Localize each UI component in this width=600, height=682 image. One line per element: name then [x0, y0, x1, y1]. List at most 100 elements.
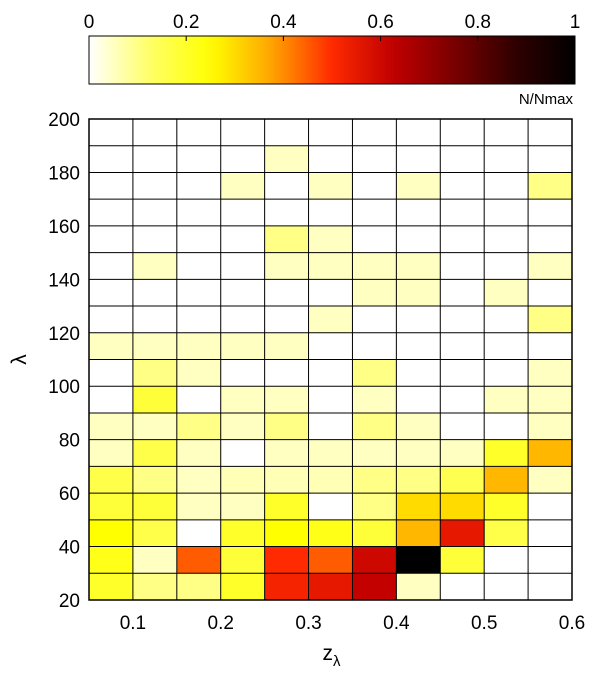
heatmap-cell — [132, 412, 177, 440]
heatmap-cell — [264, 439, 309, 467]
heatmap-cell — [528, 145, 572, 173]
heatmap-cell — [89, 279, 133, 307]
y-tick-label: 200 — [48, 110, 80, 131]
heatmap-cell — [264, 546, 309, 574]
heatmap-cell — [352, 119, 397, 146]
heatmap-cell — [176, 332, 221, 360]
heatmap-cell — [89, 466, 133, 494]
heatmap-cell — [308, 172, 353, 200]
heatmap-cell — [220, 573, 265, 600]
heatmap-cell — [89, 359, 133, 387]
heatmap-cell — [396, 359, 441, 387]
heatmap-cell — [528, 439, 572, 467]
heatmap-cell — [440, 573, 485, 600]
heatmap-cell — [89, 119, 133, 146]
heatmap-cell — [220, 439, 265, 467]
heatmap-cell — [352, 306, 397, 333]
heatmap-cells — [89, 119, 572, 600]
heatmap-cell — [484, 519, 529, 547]
heatmap-cell — [528, 332, 572, 360]
heatmap-cell — [132, 573, 177, 600]
heatmap-cell — [132, 466, 177, 494]
heatmap-cell — [484, 573, 529, 600]
heatmap-cell — [220, 412, 265, 440]
heatmap-cell — [440, 252, 485, 280]
heatmap-cell — [484, 466, 529, 494]
heatmap-cell — [396, 573, 441, 600]
heatmap-cell — [440, 386, 485, 413]
x-tick-label: 0.1 — [120, 613, 146, 634]
heatmap-cell — [220, 359, 265, 387]
heatmap-cell — [352, 199, 397, 226]
y-tick-label: 100 — [48, 377, 80, 398]
heatmap-cell — [132, 519, 177, 547]
heatmap-cell — [264, 466, 309, 494]
colorbar-tick-label: 0.2 — [173, 12, 199, 33]
heatmap-cell — [308, 466, 353, 494]
heatmap-cell — [176, 493, 221, 520]
heatmap-cell — [176, 119, 221, 146]
heatmap-cell — [396, 279, 441, 307]
heatmap-cell — [89, 519, 133, 547]
colorbar-tick-label: 1 — [570, 12, 581, 33]
heatmap-cell — [176, 466, 221, 494]
heatmap-cell — [484, 199, 529, 226]
x-axis-ticks: 0.1 0.2 0.3 0.4 0.5 0.6 — [120, 613, 586, 634]
heatmap-cell — [484, 493, 529, 520]
heatmap-cell — [89, 172, 133, 200]
heatmap-cell — [132, 199, 177, 226]
x-tick-label: 0.3 — [295, 613, 321, 634]
heatmap-cell — [440, 359, 485, 387]
y-tick-label: 180 — [48, 163, 80, 184]
heatmap-cell — [352, 332, 397, 360]
heatmap-cell — [308, 279, 353, 307]
heatmap-cell — [352, 493, 397, 520]
heatmap-cell — [352, 439, 397, 467]
heatmap-cell — [132, 119, 177, 146]
heatmap-cell — [264, 172, 309, 200]
heatmap-cell — [484, 306, 529, 333]
heatmap-cell — [176, 573, 221, 600]
heatmap-cell — [308, 145, 353, 173]
heatmap-cell — [440, 546, 485, 574]
heatmap-cell — [89, 412, 133, 440]
heatmap-cell — [89, 225, 133, 253]
heatmap-cell — [89, 306, 133, 333]
heatmap-cell — [308, 225, 353, 253]
heatmap-cell — [528, 519, 572, 547]
colorbar-ticks: 0 0.2 0.4 0.6 0.8 1 — [84, 12, 581, 41]
heatmap-cell — [89, 546, 133, 574]
heatmap-cell — [264, 199, 309, 226]
heatmap-cell — [220, 145, 265, 173]
x-axis-label-main: z — [323, 642, 334, 665]
heatmap-cell — [528, 546, 572, 574]
heatmap-cell — [264, 279, 309, 307]
heatmap-cell — [484, 252, 529, 280]
heatmap-cell — [396, 306, 441, 333]
heatmap-cell — [89, 145, 133, 173]
heatmap-cell — [220, 493, 265, 520]
heatmap-cell — [220, 546, 265, 574]
heatmap-cell — [396, 225, 441, 253]
heatmap-cell — [132, 546, 177, 574]
heatmap-cell — [396, 119, 441, 146]
heatmap-cell — [132, 172, 177, 200]
heatmap-cell — [440, 493, 485, 520]
heatmap-cell — [220, 199, 265, 226]
heatmap-cell — [176, 386, 221, 413]
heatmap-cell — [396, 252, 441, 280]
heatmap-cell — [484, 546, 529, 574]
heatmap-cell — [220, 519, 265, 547]
heatmap-cell — [308, 412, 353, 440]
heatmap-cell — [528, 225, 572, 253]
y-axis-label: λ — [8, 354, 31, 365]
heatmap-cell — [308, 439, 353, 467]
y-axis-ticks: 20 40 60 80 100 120 140 160 180 200 — [48, 110, 80, 612]
heatmap-cell — [396, 412, 441, 440]
heatmap-cell — [308, 359, 353, 387]
heatmap-cell — [396, 386, 441, 413]
heatmap-cell — [89, 252, 133, 280]
heatmap-cell — [440, 225, 485, 253]
heatmap-cell — [440, 199, 485, 226]
heatmap-cell — [220, 279, 265, 307]
